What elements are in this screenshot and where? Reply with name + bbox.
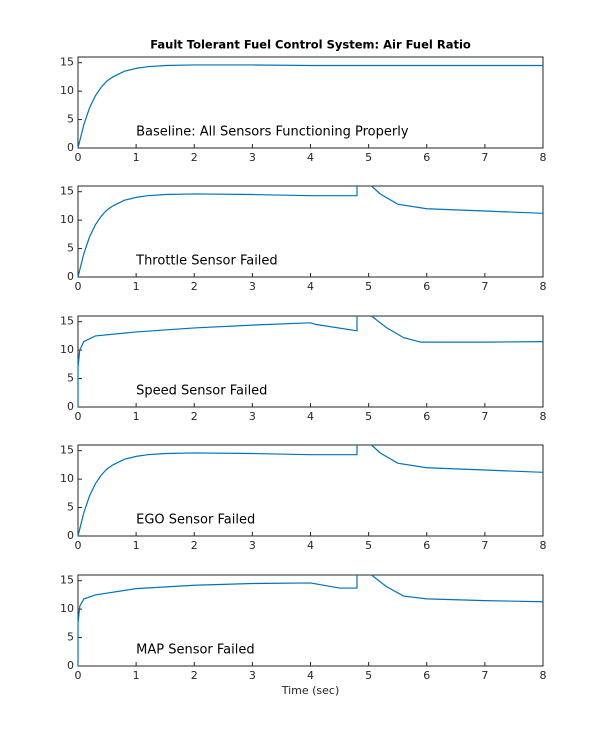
x-tick-label: 3 <box>249 410 256 423</box>
x-tick-label: 0 <box>75 669 82 682</box>
x-tick-label: 7 <box>481 669 488 682</box>
x-tick-label: 4 <box>307 539 314 552</box>
x-tick-label: 4 <box>307 151 314 164</box>
y-tick-label: 5 <box>67 501 74 514</box>
x-tick-label: 3 <box>249 280 256 293</box>
x-tick-label: 5 <box>365 669 372 682</box>
x-tick-label: 0 <box>75 151 82 164</box>
data-line <box>77 64 543 149</box>
x-tick-label: 6 <box>423 410 430 423</box>
annotation: MAP Sensor Failed <box>136 643 255 658</box>
x-tick-label: 7 <box>481 151 488 164</box>
annotation: Throttle Sensor Failed <box>135 254 278 269</box>
y-tick-label: 10 <box>60 472 74 485</box>
data-line <box>77 315 544 407</box>
x-tick-label: 7 <box>481 280 488 293</box>
annotation: EGO Sensor Failed <box>136 513 255 528</box>
y-tick-label: 10 <box>60 343 74 356</box>
x-tick-label: 1 <box>133 151 140 164</box>
axes-box <box>77 574 544 667</box>
y-tick-label: 0 <box>67 141 74 154</box>
annotation: Baseline: All Sensors Functioning Proper… <box>136 125 409 140</box>
data-line <box>77 185 544 278</box>
x-tick-label: 1 <box>133 410 140 423</box>
x-tick-label: 2 <box>191 539 198 552</box>
chart-title: Fault Tolerant Fuel Control System: Air … <box>150 38 471 52</box>
x-tick-label: 3 <box>249 539 256 552</box>
axes-box <box>77 185 544 278</box>
x-tick-label: 2 <box>191 280 198 293</box>
x-tick-label: 6 <box>423 151 430 164</box>
x-tick-label: 5 <box>365 151 372 164</box>
y-tick-label: 5 <box>67 113 74 126</box>
x-tick-label: 8 <box>540 280 547 293</box>
x-tick-label: 8 <box>540 151 547 164</box>
x-tick-label: 6 <box>423 280 430 293</box>
x-tick-label: 2 <box>191 151 198 164</box>
y-tick-label: 0 <box>67 400 74 413</box>
x-tick-label: 4 <box>307 410 314 423</box>
y-tick-label: 10 <box>60 602 74 615</box>
x-tick-label: 8 <box>540 410 547 423</box>
x-tick-label: 2 <box>191 410 198 423</box>
y-tick-label: 5 <box>67 372 74 385</box>
data-line <box>77 574 544 666</box>
x-axis-label: Time (sec) <box>281 684 340 697</box>
annotation: Speed Sensor Failed <box>136 384 267 399</box>
y-tick-label: 10 <box>60 84 74 97</box>
x-tick-label: 1 <box>133 669 140 682</box>
x-tick-label: 1 <box>133 280 140 293</box>
data-line <box>77 444 544 537</box>
x-tick-label: 6 <box>423 539 430 552</box>
y-tick-label: 5 <box>67 631 74 644</box>
x-tick-label: 3 <box>249 669 256 682</box>
x-tick-label: 5 <box>365 539 372 552</box>
x-tick-label: 4 <box>307 669 314 682</box>
x-tick-label: 5 <box>365 410 372 423</box>
axes-box <box>77 56 544 149</box>
y-tick-label: 15 <box>60 444 74 457</box>
x-tick-label: 0 <box>75 410 82 423</box>
x-tick-label: 8 <box>540 539 547 552</box>
y-tick-label: 15 <box>60 185 74 198</box>
axes-box <box>77 444 544 537</box>
y-tick-label: 10 <box>60 213 74 226</box>
x-tick-label: 6 <box>423 669 430 682</box>
x-tick-label: 1 <box>133 539 140 552</box>
x-tick-label: 2 <box>191 669 198 682</box>
x-tick-label: 0 <box>75 539 82 552</box>
x-tick-label: 0 <box>75 280 82 293</box>
y-tick-label: 0 <box>67 529 74 542</box>
y-tick-label: 0 <box>67 270 74 283</box>
y-tick-label: 15 <box>60 574 74 587</box>
y-tick-label: 5 <box>67 242 74 255</box>
y-tick-label: 0 <box>67 659 74 672</box>
x-tick-label: 7 <box>481 410 488 423</box>
x-tick-label: 4 <box>307 280 314 293</box>
x-tick-label: 3 <box>249 151 256 164</box>
x-tick-label: 8 <box>540 669 547 682</box>
x-tick-label: 7 <box>481 539 488 552</box>
y-tick-label: 15 <box>60 315 74 328</box>
x-tick-label: 5 <box>365 280 372 293</box>
y-tick-label: 15 <box>60 56 74 69</box>
